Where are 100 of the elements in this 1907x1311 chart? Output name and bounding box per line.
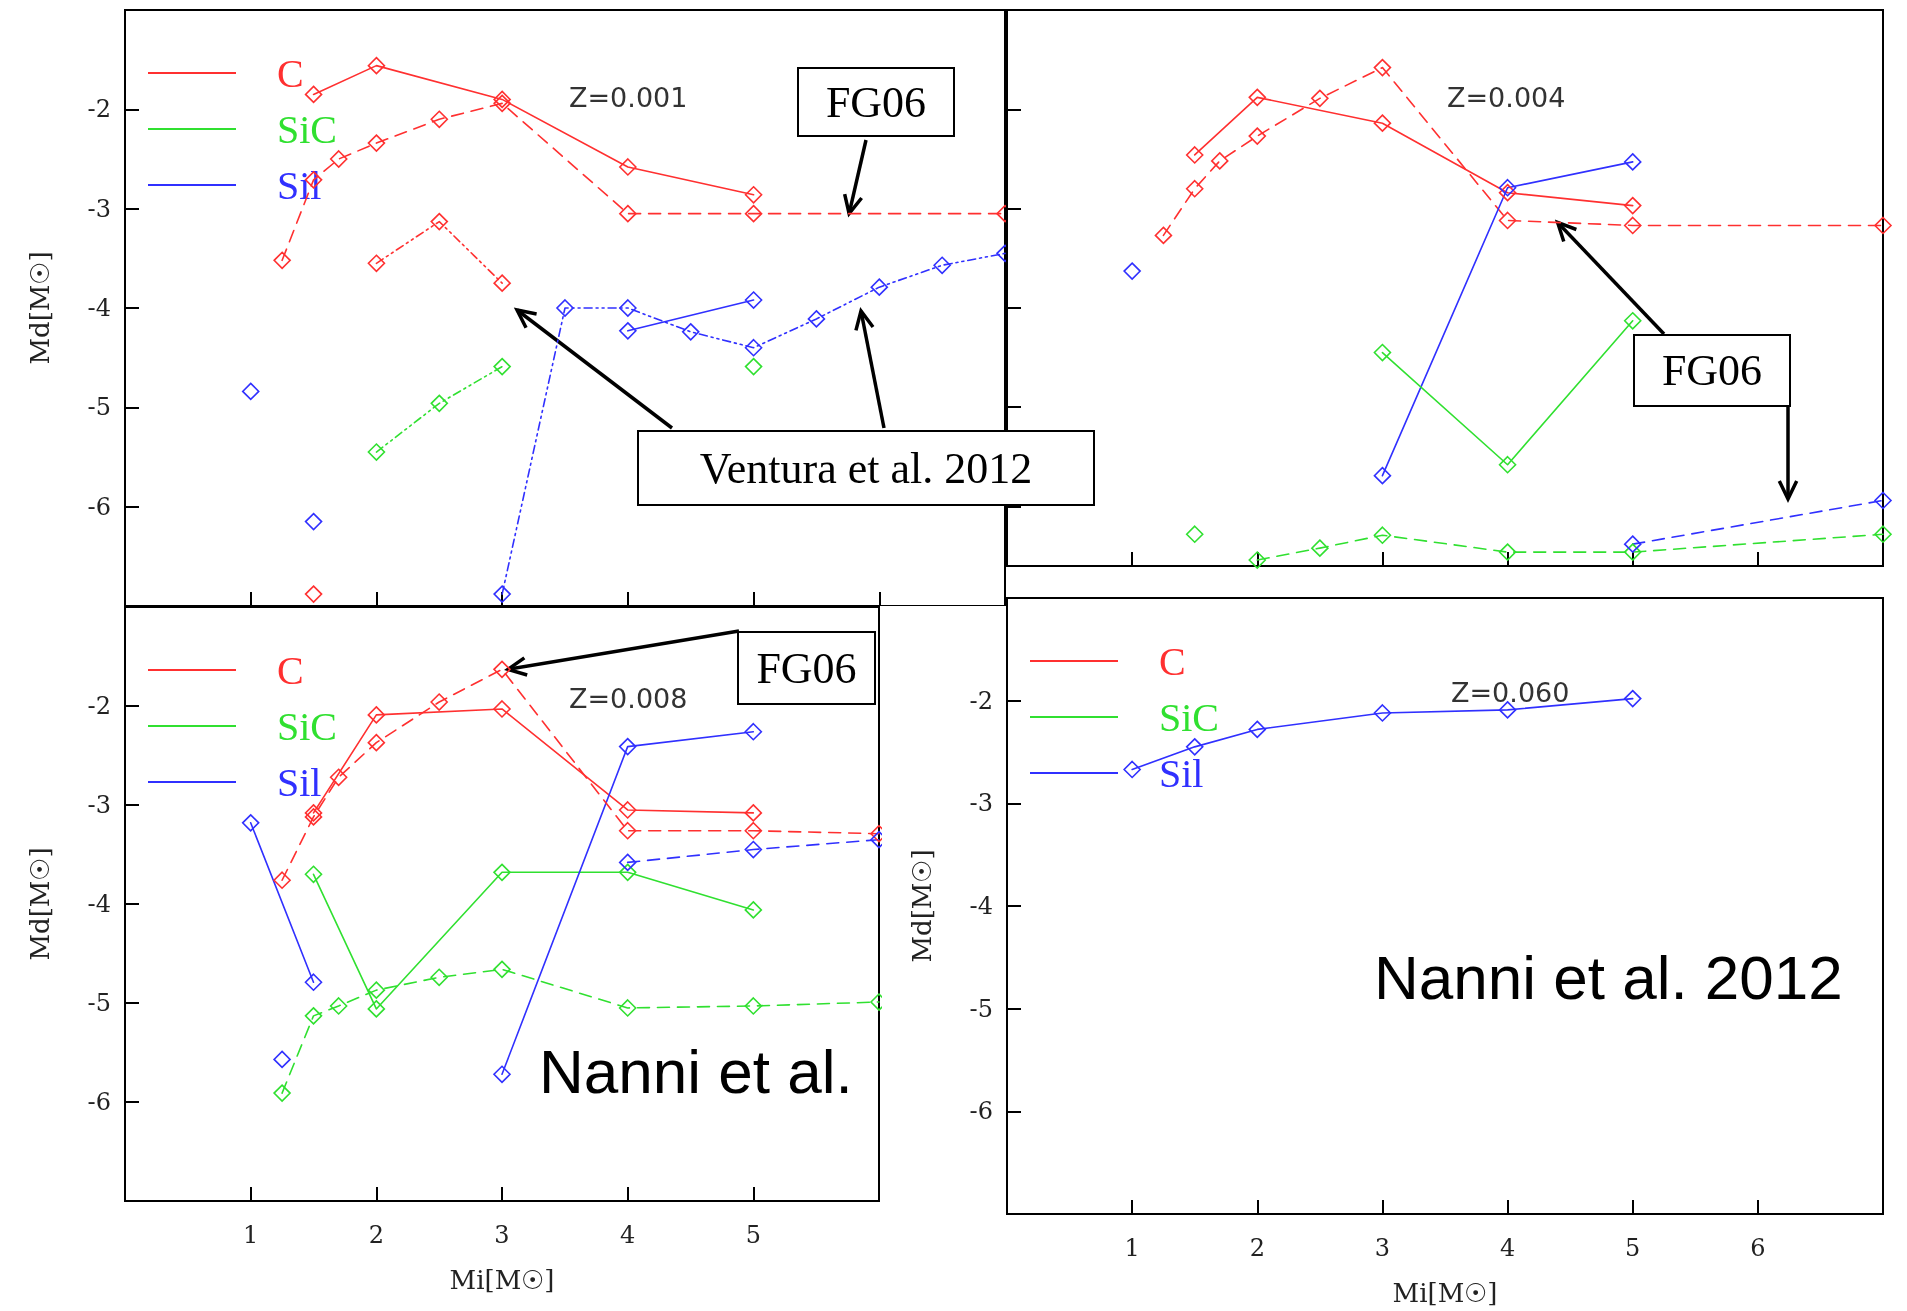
- point: [430, 968, 448, 987]
- point: [1874, 491, 1892, 510]
- point: [681, 323, 700, 341]
- point: [1248, 88, 1267, 107]
- point: [430, 693, 448, 711]
- point: [430, 394, 449, 413]
- point: [304, 973, 323, 992]
- point: [933, 256, 951, 275]
- point: [744, 204, 763, 223]
- point: [744, 185, 763, 204]
- annotation: FG06: [737, 631, 876, 705]
- y-tick-label: -3: [87, 194, 111, 223]
- point: [1623, 153, 1642, 171]
- point: [744, 291, 763, 309]
- point: [1248, 127, 1267, 145]
- point: [329, 768, 348, 787]
- point: [1123, 760, 1141, 779]
- point: [1210, 152, 1229, 170]
- annotation: FG06: [797, 67, 955, 137]
- y-tick-label: -4: [87, 294, 111, 322]
- point: [556, 299, 574, 317]
- point: [618, 853, 637, 872]
- point: [367, 443, 386, 461]
- point: [367, 134, 386, 152]
- point: [618, 821, 637, 840]
- x-axis-title: Mi[M☉]: [1392, 1278, 1498, 1308]
- x-tick-label: 5: [745, 1221, 761, 1249]
- x-tick-label: 6: [1750, 1234, 1766, 1262]
- point: [304, 808, 323, 826]
- point: [1185, 146, 1204, 164]
- point: [1373, 114, 1392, 132]
- point: [304, 865, 323, 884]
- point: [304, 85, 323, 104]
- point: [304, 512, 323, 531]
- point: [1498, 211, 1517, 230]
- point: [1373, 466, 1392, 485]
- point: [1185, 179, 1204, 198]
- point: [304, 804, 323, 822]
- x-tick-label: 5: [1625, 1234, 1641, 1262]
- point: [367, 733, 386, 752]
- point: [493, 274, 511, 292]
- point: [1874, 216, 1892, 235]
- y-tick-label: -6: [87, 1088, 111, 1116]
- y-tick-label: -5: [969, 994, 993, 1023]
- point: [870, 278, 889, 296]
- annotation: Z=0.001: [569, 82, 688, 113]
- legend-label: C: [1159, 638, 1186, 684]
- point: [1623, 311, 1642, 330]
- point: [304, 585, 323, 603]
- y-tick-label: -5: [87, 989, 111, 1017]
- legend-label: Sil: [1159, 750, 1204, 796]
- point: [1623, 543, 1642, 561]
- point: [1373, 526, 1392, 545]
- annotation: Nanni et al. 2012: [1374, 942, 1843, 1013]
- x-tick-label: 4: [1499, 1234, 1516, 1262]
- point: [619, 204, 637, 223]
- x-tick-label: 2: [1249, 1234, 1265, 1262]
- y-tick-label: -6: [87, 492, 111, 521]
- point: [618, 737, 637, 756]
- point: [1498, 178, 1517, 197]
- legend-label: C: [277, 50, 304, 96]
- point: [273, 1050, 291, 1069]
- point: [744, 722, 763, 741]
- y-tick-label: -4: [969, 892, 993, 920]
- legend-label: SiC: [277, 106, 338, 152]
- y-tick-label: -5: [87, 393, 111, 422]
- point: [744, 901, 763, 919]
- point: [744, 840, 763, 859]
- point: [744, 357, 763, 376]
- point: [744, 804, 763, 822]
- x-tick-label: 3: [494, 1221, 510, 1249]
- annotation: FG06: [1633, 334, 1791, 407]
- y-tick-label: -3: [969, 789, 993, 818]
- annotation: Nanni et al.: [539, 1036, 853, 1107]
- legend-label: SiC: [277, 703, 338, 749]
- y-tick-label: -2: [969, 686, 993, 715]
- point: [1623, 689, 1642, 708]
- y-tick-label: -6: [969, 1097, 993, 1126]
- y-tick-label: -2: [87, 692, 111, 720]
- point: [493, 1065, 511, 1084]
- point: [744, 338, 763, 357]
- point: [329, 997, 348, 1015]
- point: [619, 299, 637, 317]
- x-tick-label: 1: [1124, 1234, 1140, 1262]
- y-axis-title: Md[M☉]: [25, 847, 55, 961]
- point: [367, 1000, 386, 1018]
- point: [1311, 539, 1329, 557]
- point: [618, 801, 637, 819]
- x-tick-label: 1: [243, 1221, 259, 1249]
- point: [273, 1084, 291, 1102]
- point: [1498, 455, 1517, 474]
- y-axis-title: Md[M☉]: [25, 251, 55, 365]
- point: [1311, 89, 1329, 108]
- y-axis-title: Md[M☉]: [907, 849, 937, 963]
- point: [304, 1007, 323, 1025]
- point: [1373, 343, 1392, 362]
- point: [367, 706, 386, 724]
- point: [744, 997, 763, 1015]
- point: [1185, 525, 1204, 544]
- legend-label: SiC: [1159, 694, 1220, 740]
